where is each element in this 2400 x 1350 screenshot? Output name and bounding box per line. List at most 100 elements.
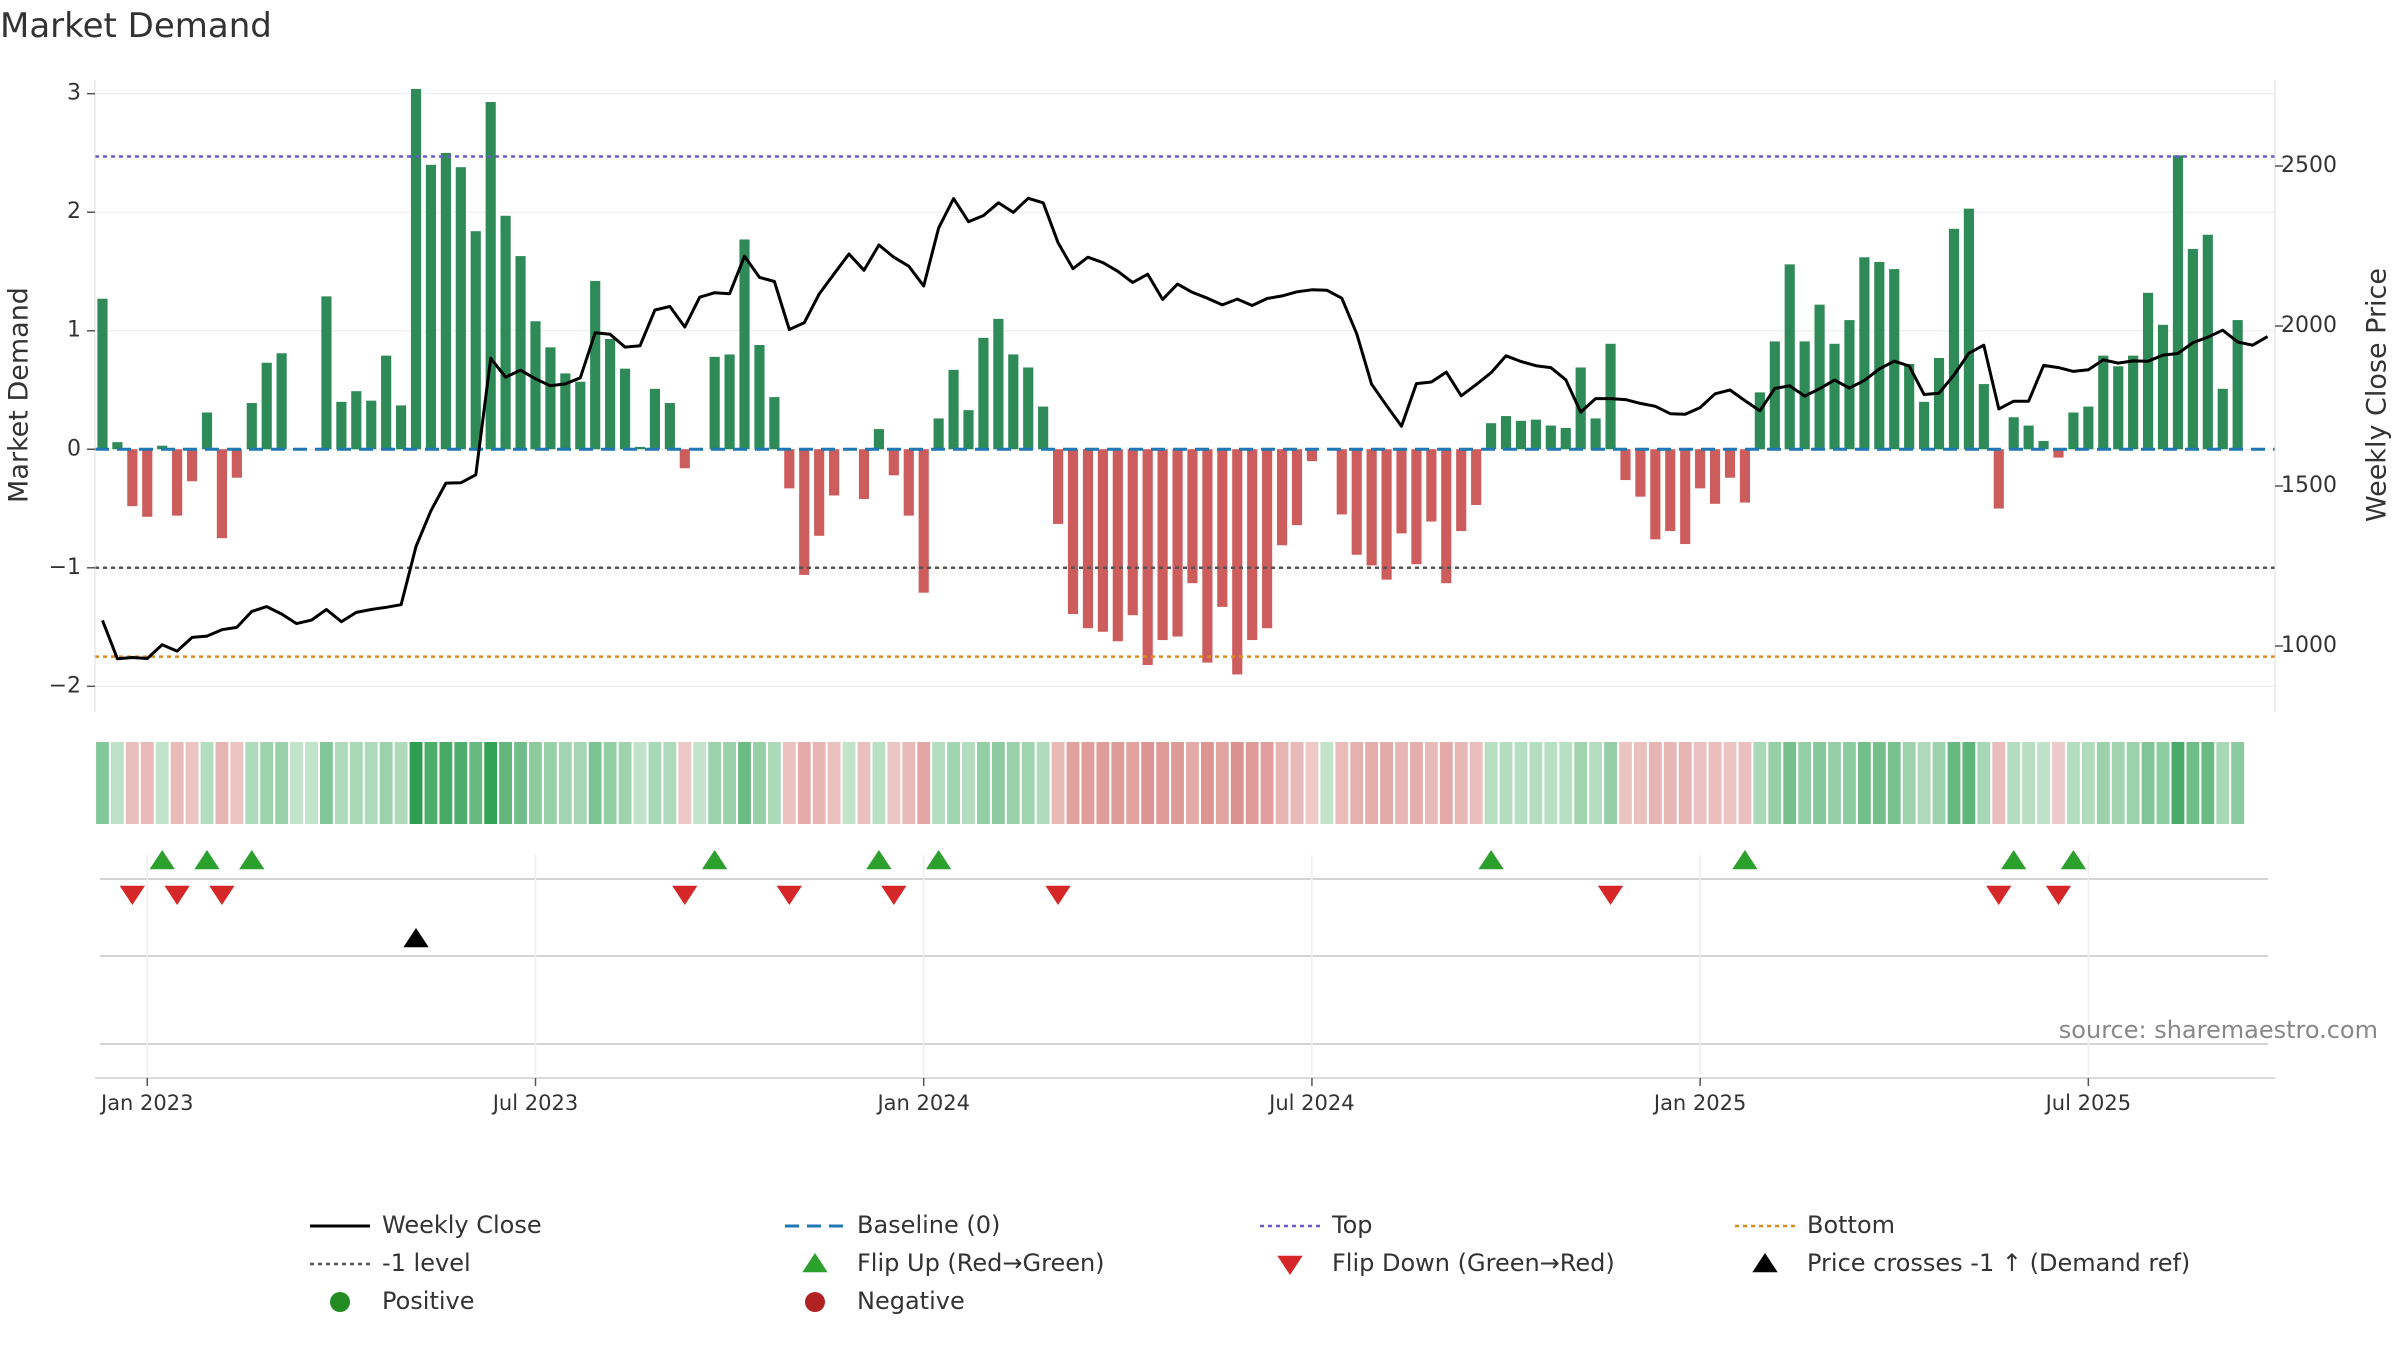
heatmap-cell	[320, 742, 333, 824]
demand-bar	[1500, 416, 1512, 450]
demand-bar	[1247, 449, 1258, 641]
flip-up-marker	[239, 850, 265, 870]
demand-bar	[1859, 257, 1870, 450]
demand-bar	[2008, 417, 2019, 450]
heatmap-cell	[1559, 742, 1573, 824]
demand-bar	[1620, 449, 1631, 481]
demand-bar	[1366, 449, 1377, 566]
legend-label-close: Weekly Close	[382, 1211, 542, 1239]
heatmap-cell	[1260, 742, 1274, 824]
heatmap-cell	[991, 742, 1005, 824]
heatmap-cell	[708, 742, 722, 824]
flip-up-marker	[194, 850, 220, 870]
heatmap-cell	[1768, 742, 1782, 824]
legend-swatch-price-cross	[1752, 1253, 1778, 1273]
demand-bar	[425, 164, 437, 450]
demand-bar	[1889, 269, 1900, 450]
heatmap-cell	[827, 742, 841, 824]
flip-down-marker	[164, 885, 190, 905]
heatmap-cell	[573, 742, 587, 824]
demand-bar	[1456, 449, 1467, 532]
demand-bar	[97, 298, 108, 450]
heatmap-cell	[1380, 742, 1393, 824]
y-tick-label: −1	[49, 555, 81, 580]
demand-bar	[1441, 449, 1452, 584]
heatmap-cell	[1977, 742, 1991, 824]
demand-bar	[246, 403, 257, 450]
heatmap-cell	[140, 742, 154, 824]
demand-bar	[485, 102, 496, 450]
demand-bar	[993, 318, 1004, 450]
heatmap-cell	[1111, 742, 1125, 824]
price-cross-marker	[403, 928, 429, 948]
heatmap-cell	[1230, 742, 1244, 824]
demand-bar	[2023, 425, 2034, 450]
demand-bar	[1993, 449, 2004, 509]
demand-bar	[2038, 440, 2049, 450]
x-tick-label: Jul 2024	[1267, 1091, 1354, 1115]
demand-bar	[1112, 449, 1123, 642]
demand-bar	[575, 381, 586, 450]
demand-bar	[590, 280, 601, 450]
demand-bar	[1217, 449, 1228, 607]
heatmap-cell	[1828, 742, 1841, 824]
heatmap-cell	[1081, 742, 1095, 824]
demand-bar	[440, 152, 451, 450]
heatmap-cell	[1484, 742, 1498, 824]
source-label: source: sharemaestro.com	[2059, 1016, 2378, 1044]
heatmap-cell	[1544, 742, 1558, 824]
demand-bar	[784, 449, 795, 489]
demand-bar	[1545, 425, 1556, 450]
y-tick-label: 3	[67, 81, 81, 106]
heatmap-cell	[917, 742, 931, 824]
heatmap-cell	[1798, 742, 1812, 824]
heatmap-cell	[977, 742, 990, 824]
heatmap-cell	[1962, 742, 1976, 824]
heatmap-cell	[2231, 742, 2245, 824]
demand-bar	[709, 356, 720, 450]
demand-bar	[455, 167, 466, 450]
demand-bar	[1187, 449, 1198, 584]
heatmap-cell	[1619, 742, 1632, 824]
heatmap-cell	[2052, 742, 2065, 824]
heatmap-cell	[1439, 742, 1453, 824]
demand-bar	[605, 339, 616, 450]
heatmap-cell	[260, 742, 274, 824]
demand-bar	[619, 368, 631, 450]
demand-bar	[1963, 208, 1974, 450]
heatmap-cell	[2111, 742, 2125, 824]
heatmap-cell	[1066, 742, 1080, 824]
demand-bar	[664, 403, 675, 450]
flip-up-marker	[1478, 850, 1504, 870]
heatmap-cell	[2007, 742, 2021, 824]
heatmap-cell	[439, 742, 453, 824]
heatmap-cell	[424, 742, 438, 824]
flip-down-marker	[1597, 885, 1624, 905]
legend-label-positive: Positive	[382, 1287, 475, 1315]
legend-label-flip-down: Flip Down (Green→Red)	[1332, 1249, 1615, 1277]
demand-bar	[1680, 449, 1691, 545]
demand-bar	[918, 449, 929, 593]
flip-down-marker	[672, 885, 698, 905]
demand-bar	[754, 344, 765, 450]
heatmap-cell	[1141, 742, 1155, 824]
demand-bar	[858, 449, 870, 500]
demand-bar	[1709, 449, 1721, 504]
demand-bar	[1590, 418, 1601, 450]
heatmap-cell	[1171, 742, 1184, 824]
heatmap-cell	[514, 742, 527, 824]
demand-bar	[172, 449, 183, 516]
heatmap-cell	[1410, 742, 1423, 824]
demand-bar	[1904, 363, 1915, 450]
heatmap-cell	[947, 742, 960, 824]
heatmap-cell	[2022, 742, 2036, 824]
heatmap-cell	[379, 742, 393, 824]
heatmap-cell	[932, 742, 946, 824]
demand-bar	[1157, 449, 1168, 641]
heatmap-cell	[812, 742, 826, 824]
legend-label-baseline: Baseline (0)	[857, 1211, 1000, 1239]
heatmap-cell	[1872, 742, 1886, 824]
heatmap-cell	[1365, 742, 1379, 824]
heatmap-cell	[902, 742, 916, 824]
